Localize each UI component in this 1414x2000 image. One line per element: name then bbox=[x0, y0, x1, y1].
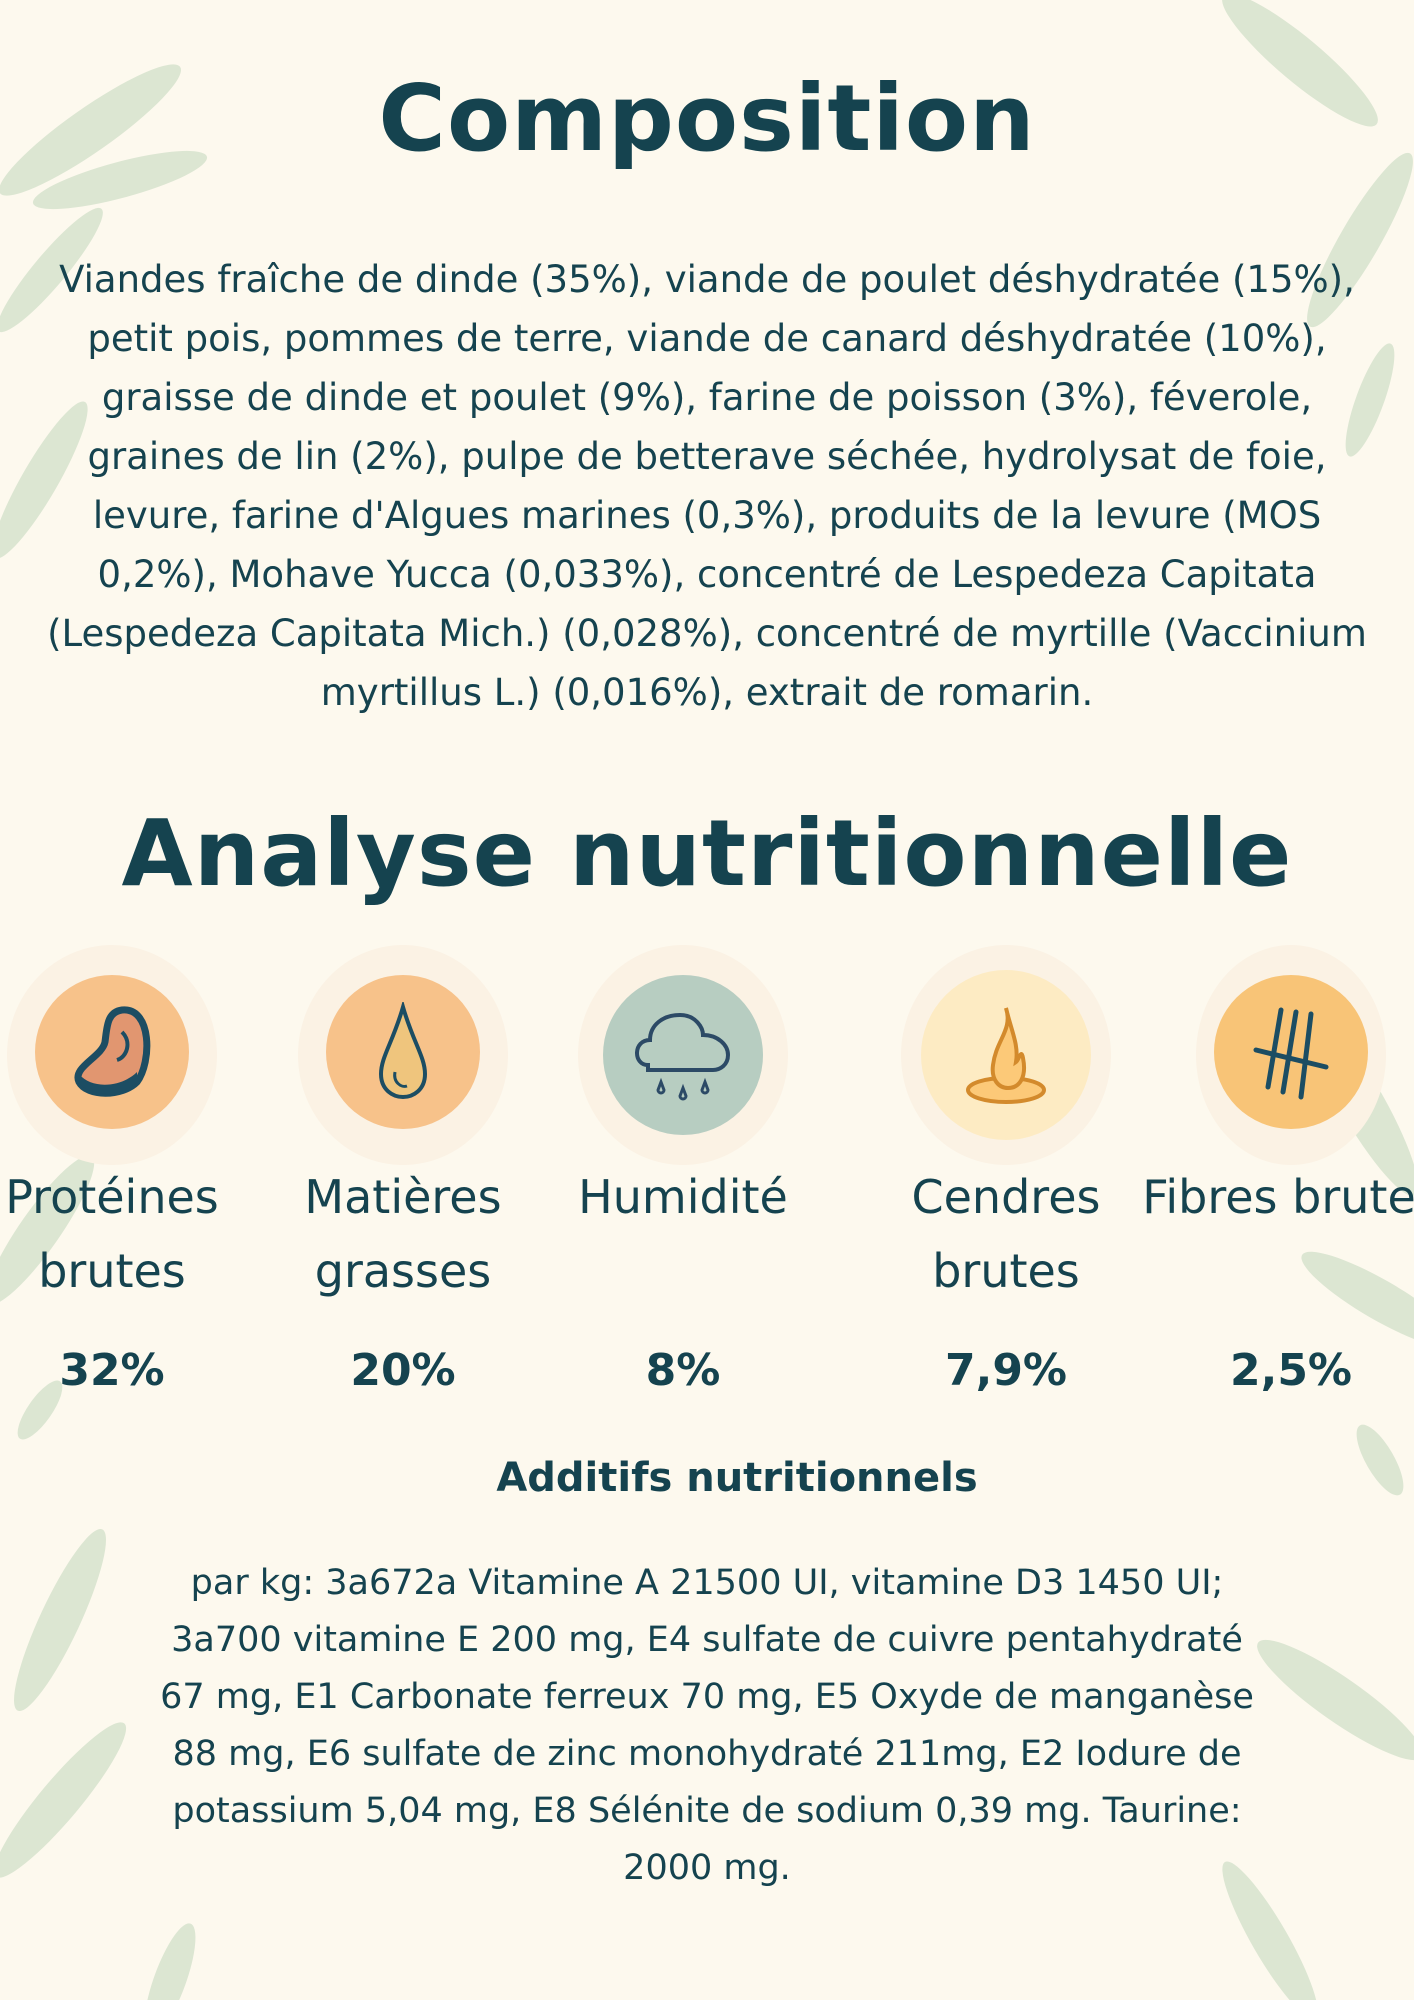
stat-value: 8% bbox=[645, 1345, 721, 1396]
stat-value: 32% bbox=[59, 1345, 165, 1396]
stat-value: 20% bbox=[350, 1345, 456, 1396]
composition-title: Composition bbox=[378, 65, 1036, 172]
analyse-title: Analyse nutritionnelle bbox=[121, 800, 1293, 907]
stat-label: Humidité bbox=[578, 1170, 788, 1224]
composition-text: Viandes fraîche de dinde (35%), viande d… bbox=[47, 258, 1367, 714]
fire-icon bbox=[921, 970, 1091, 1140]
stat-label: Matières grasses bbox=[304, 1170, 502, 1298]
stat-label: Protéines brutes bbox=[5, 1170, 219, 1298]
tally-icon bbox=[1214, 975, 1368, 1129]
stat-label: Cendres brutes bbox=[911, 1170, 1101, 1298]
drop-icon bbox=[326, 975, 480, 1129]
stat-label: Fibres brutes bbox=[1142, 1170, 1414, 1224]
additifs-text: par kg: 3a672a Vitamine A 21500 UI, vita… bbox=[160, 1563, 1254, 1888]
stat-value: 2,5% bbox=[1229, 1345, 1353, 1396]
meat-icon bbox=[35, 975, 189, 1129]
rain-cloud-icon bbox=[603, 975, 763, 1135]
stat-value: 7,9% bbox=[944, 1345, 1068, 1396]
composition-section: Composition bbox=[0, 65, 1414, 172]
additifs-title: Additifs nutritionnels bbox=[496, 1455, 978, 1501]
